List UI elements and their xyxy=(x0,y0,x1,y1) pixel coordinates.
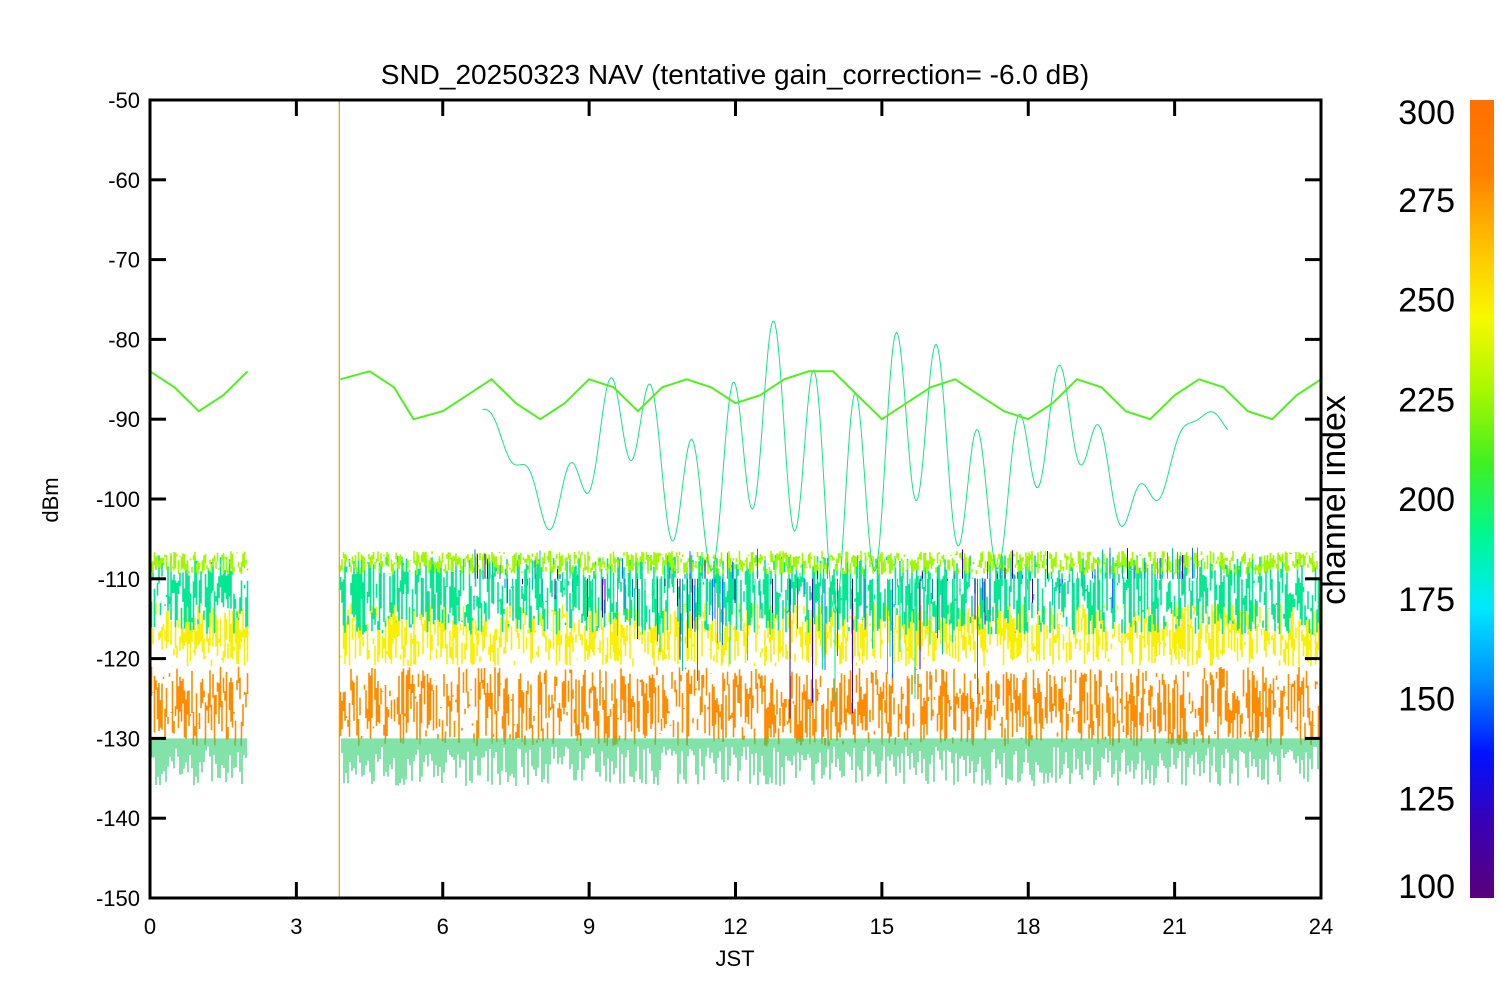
x-tick-label: 12 xyxy=(723,914,747,939)
y-tick-label: -120 xyxy=(96,647,140,672)
colorbar xyxy=(1470,100,1494,898)
spike-path xyxy=(512,555,1163,702)
x-tick-label: 24 xyxy=(1309,914,1333,939)
spike-path xyxy=(477,548,1183,719)
spike-path xyxy=(474,547,1193,694)
y-tick-label: -50 xyxy=(108,88,140,113)
axis-ticks: 0 3 6 9 12 15 18 21 24 -50 -60 -70 -80 -90 -100 -110 -12… xyxy=(96,88,1333,939)
x-axis-label: JST xyxy=(715,946,754,971)
plot-frame xyxy=(148,98,1323,900)
x-tick-label: 0 xyxy=(144,914,156,939)
y-axis-label: dBm xyxy=(38,477,63,522)
spikes xyxy=(474,547,1198,719)
colorbar-tick-label: 125 xyxy=(1398,780,1455,818)
y-tick-label: -80 xyxy=(108,327,140,352)
colorbar-tick-label: 100 xyxy=(1398,868,1455,906)
colorbar-tick-label: 300 xyxy=(1398,94,1455,132)
x-tick-label: 15 xyxy=(870,914,894,939)
x-tick-label: 9 xyxy=(583,914,595,939)
series-band xyxy=(150,666,1321,747)
colorbar-tick-label: 225 xyxy=(1398,381,1455,419)
colorbar-ticks: 300 275 250 225 200 175 150 125 100 xyxy=(1398,94,1455,906)
x-tick-label: 3 xyxy=(290,914,302,939)
colorbar-tick-label: 250 xyxy=(1398,282,1455,320)
plot-area xyxy=(150,100,1321,898)
y-tick-label: -130 xyxy=(96,726,140,751)
colorbar-tick-label: 150 xyxy=(1398,681,1455,719)
spike-path xyxy=(479,547,1198,671)
series-band-path xyxy=(150,666,1321,747)
y-tick-label: -90 xyxy=(108,407,140,432)
colorbar-label: channel index xyxy=(1315,395,1353,605)
series-band-path xyxy=(150,554,1321,635)
y-tick-label: -140 xyxy=(96,806,140,831)
chart-title: SND_20250323 NAV (tentative gain_correct… xyxy=(381,59,1089,90)
x-tick-label: 6 xyxy=(437,914,449,939)
x-tick-label: 18 xyxy=(1016,914,1040,939)
lower-tail xyxy=(150,738,1321,787)
y-tick-label: -70 xyxy=(108,248,140,273)
lower-tail-path xyxy=(150,738,1321,787)
y-tick-label: -110 xyxy=(98,567,140,592)
colorbar-tick-label: 200 xyxy=(1398,481,1455,519)
y-tick-label: -60 xyxy=(108,168,140,193)
colorbar-tick-label: 175 xyxy=(1398,581,1455,619)
series-band xyxy=(150,554,1321,635)
y-tick-label: -150 xyxy=(96,886,140,911)
x-tick-label: 21 xyxy=(1162,914,1186,939)
navigation-signal-line xyxy=(150,370,1321,421)
colorbar-tick-label: 275 xyxy=(1398,182,1455,220)
y-tick-label: -100 xyxy=(96,487,140,512)
